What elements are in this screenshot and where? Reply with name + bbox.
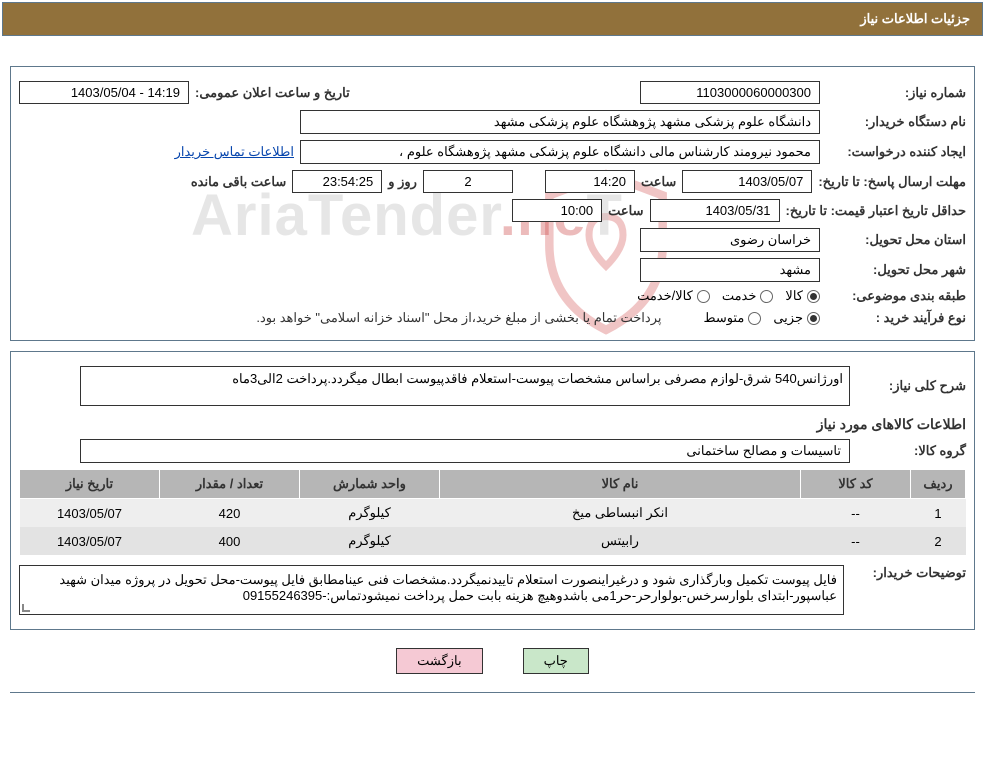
- print-button[interactable]: چاپ: [523, 648, 589, 674]
- need-number-label: شماره نیاز:: [826, 85, 966, 101]
- summary-value: اورژانس540 شرق-لوازم مصرفی براساس مشخصات…: [80, 366, 850, 406]
- th-unit: واحد شمارش: [300, 470, 440, 499]
- row-requester: ایجاد کننده درخواست: محمود نیرومند کارشن…: [19, 140, 966, 164]
- process-radio-group: جزیی متوسط: [703, 310, 820, 326]
- row-subject-class: طبقه بندی موضوعی: کالا خدمت کالا/خدمت: [19, 288, 966, 304]
- row-summary: شرح کلی نیاز: اورژانس540 شرق-لوازم مصرفی…: [19, 366, 966, 406]
- city-value: مشهد: [640, 258, 820, 282]
- announce-label: تاریخ و ساعت اعلان عمومی:: [195, 85, 350, 101]
- validity-label: حداقل تاریخ اعتبار قیمت: تا تاریخ:: [786, 203, 966, 219]
- announce-value: 14:19 - 1403/05/04: [19, 81, 189, 104]
- th-name: نام کالا: [440, 470, 801, 499]
- row-validity: حداقل تاریخ اعتبار قیمت: تا تاریخ: 1403/…: [19, 199, 966, 222]
- row-city: شهر محل تحویل: مشهد: [19, 258, 966, 282]
- details-panel: AriaTender.neT شماره نیاز: 1103000060000…: [10, 66, 975, 341]
- table-row: 1 -- انکر انبساطی میخ کیلوگرم 420 1403/0…: [20, 499, 966, 528]
- radio-jozi[interactable]: جزیی: [773, 310, 820, 326]
- time-label-1: ساعت: [641, 174, 676, 190]
- province-label: استان محل تحویل:: [826, 232, 966, 248]
- items-info-title: اطلاعات کالاهای مورد نیاز: [19, 416, 966, 433]
- th-code: کد کالا: [801, 470, 911, 499]
- th-row: ردیف: [911, 470, 966, 499]
- items-table: ردیف کد کالا نام کالا واحد شمارش تعداد /…: [19, 469, 966, 555]
- group-label: گروه کالا:: [856, 443, 966, 459]
- deadline-date: 1403/05/07: [682, 170, 812, 193]
- resize-handle-icon[interactable]: [22, 602, 32, 612]
- back-button[interactable]: بازگشت: [396, 648, 482, 674]
- radio-kalakhedmat[interactable]: کالا/خدمت: [637, 288, 710, 304]
- row-group: گروه کالا: تاسیسات و مصالح ساختمانی: [19, 439, 966, 463]
- notes-label: توضیحات خریدار:: [856, 565, 966, 581]
- time-label-2: ساعت: [608, 203, 643, 219]
- table-row: 2 -- رابیتس کیلوگرم 400 1403/05/07: [20, 527, 966, 555]
- need-number-value: 1103000060000300: [640, 81, 820, 104]
- process-label: نوع فرآیند خرید :: [826, 310, 966, 326]
- payment-note: پرداخت تمام یا بخشی از مبلغ خرید،از محل …: [256, 310, 661, 326]
- row-deadline: مهلت ارسال پاسخ: تا تاریخ: 1403/05/07 سا…: [19, 170, 966, 193]
- days-value: 2: [423, 170, 513, 193]
- deadline-time: 14:20: [545, 170, 635, 193]
- validity-date: 1403/05/31: [650, 199, 780, 222]
- buyer-org-label: نام دستگاه خریدار:: [826, 114, 966, 130]
- summary-label: شرح کلی نیاز:: [856, 378, 966, 394]
- subject-class-label: طبقه بندی موضوعی:: [826, 288, 966, 304]
- page-header: جزئیات اطلاعات نیاز: [2, 2, 983, 36]
- requester-value: محمود نیرومند کارشناس مالی دانشگاه علوم …: [300, 140, 820, 164]
- row-need-number: شماره نیاز: 1103000060000300 تاریخ و ساع…: [19, 81, 966, 104]
- row-notes: توضیحات خریدار: فایل پیوست تکمیل وبارگذا…: [19, 565, 966, 615]
- page-title: جزئیات اطلاعات نیاز: [860, 11, 970, 26]
- radio-kala[interactable]: کالا: [785, 288, 820, 304]
- requester-label: ایجاد کننده درخواست:: [826, 144, 966, 160]
- table-header-row: ردیف کد کالا نام کالا واحد شمارش تعداد /…: [20, 470, 966, 499]
- notes-value: فایل پیوست تکمیل وبارگذاری شود و درغیرای…: [19, 565, 844, 615]
- group-value: تاسیسات و مصالح ساختمانی: [80, 439, 850, 463]
- bottom-separator: [10, 692, 975, 693]
- deadline-label: مهلت ارسال پاسخ: تا تاریخ:: [818, 174, 966, 190]
- th-qty: تعداد / مقدار: [160, 470, 300, 499]
- radio-motavaset[interactable]: متوسط: [703, 310, 761, 326]
- row-province: استان محل تحویل: خراسان رضوی: [19, 228, 966, 252]
- buyer-org-value: دانشگاه علوم پزشکی مشهد پژوهشگاه علوم پز…: [300, 110, 820, 134]
- items-panel: شرح کلی نیاز: اورژانس540 شرق-لوازم مصرفی…: [10, 351, 975, 630]
- row-buyer-org: نام دستگاه خریدار: دانشگاه علوم پزشکی مش…: [19, 110, 966, 134]
- days-and-label: روز و: [388, 174, 417, 190]
- contact-link[interactable]: اطلاعات تماس خریدار: [175, 144, 294, 160]
- province-value: خراسان رضوی: [640, 228, 820, 252]
- remaining-label: ساعت باقی مانده: [191, 174, 286, 190]
- class-radio-group: کالا خدمت کالا/خدمت: [637, 288, 820, 304]
- city-label: شهر محل تحویل:: [826, 262, 966, 278]
- th-date: تاریخ نیاز: [20, 470, 160, 499]
- validity-time: 10:00: [512, 199, 602, 222]
- row-process: نوع فرآیند خرید : جزیی متوسط پرداخت تمام…: [19, 310, 966, 326]
- radio-khadamat[interactable]: خدمت: [722, 288, 774, 304]
- button-row: چاپ بازگشت: [0, 648, 985, 674]
- remaining-time: 23:54:25: [292, 170, 382, 193]
